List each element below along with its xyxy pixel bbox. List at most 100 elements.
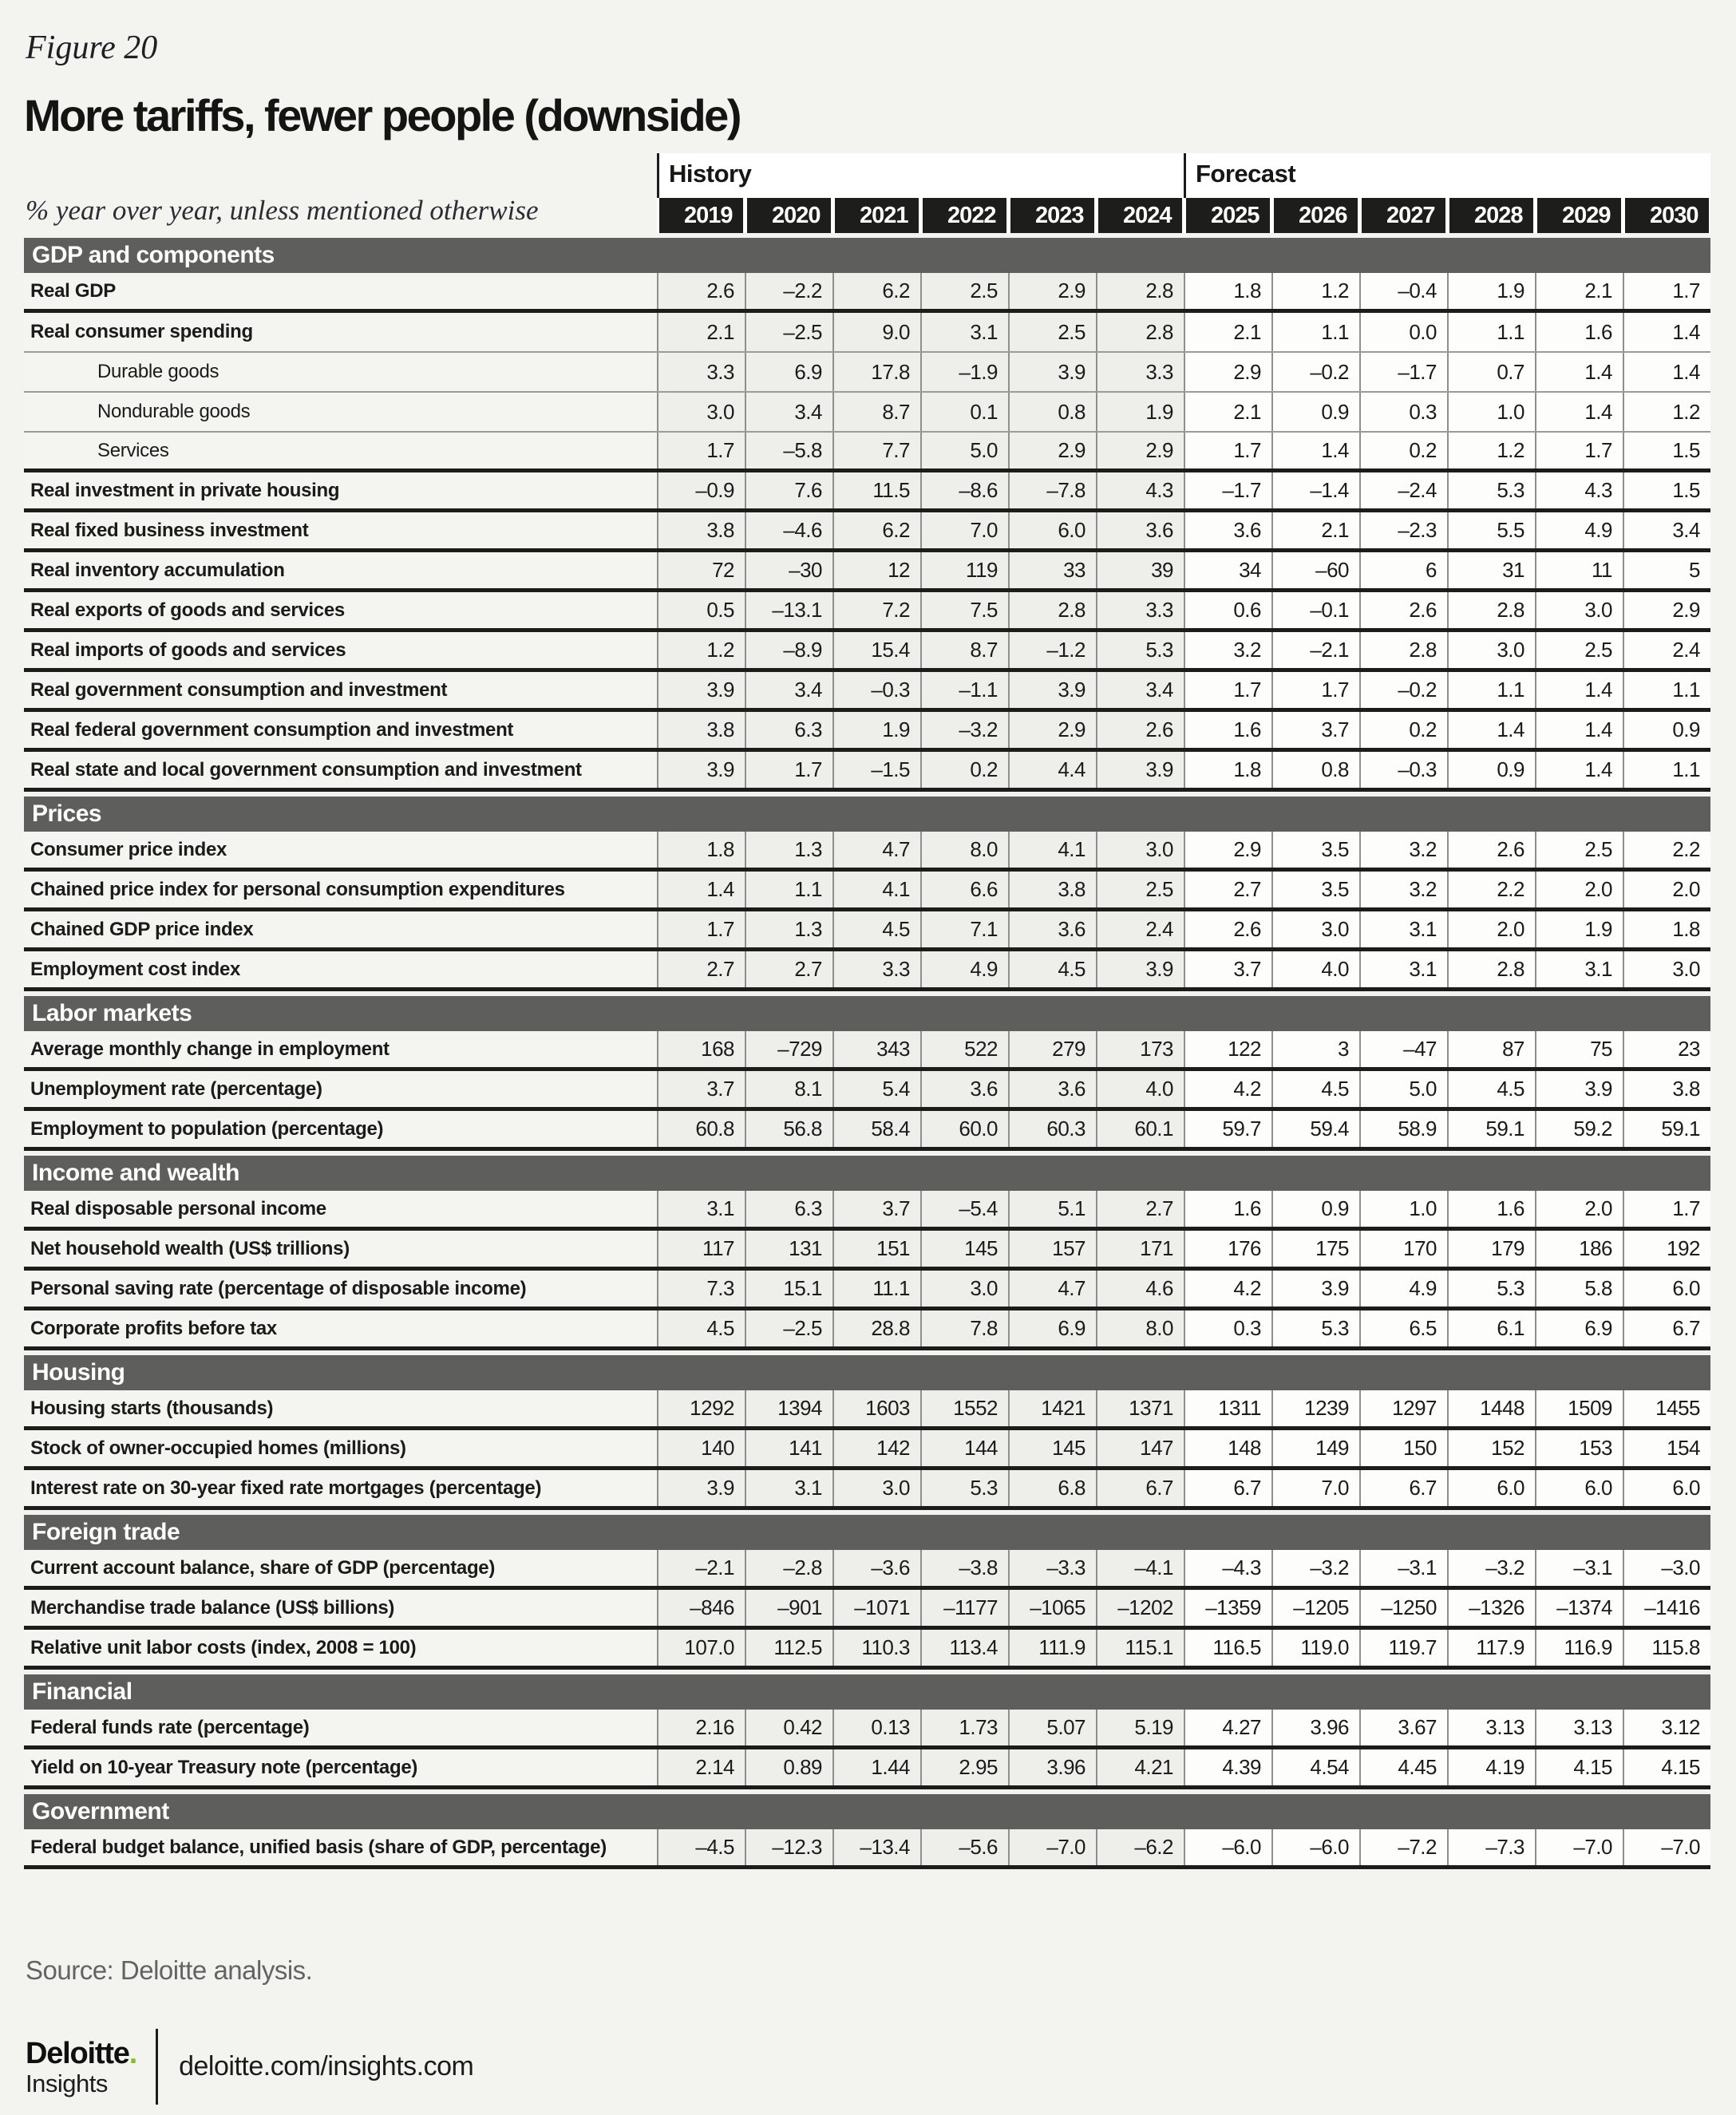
column-group-row: History Forecast (657, 153, 1710, 198)
value-cell: 1.1 (1623, 672, 1710, 708)
value-cell: 1.9 (832, 712, 920, 748)
value-cell: 0.3 (1184, 1311, 1271, 1346)
value-cell: 3.0 (832, 1470, 920, 1506)
value-cell: 4.5 (832, 911, 920, 947)
value-cell: 6.2 (832, 512, 920, 548)
value-cell: –4.5 (657, 1829, 745, 1865)
value-cell: 6.6 (920, 872, 1008, 907)
value-cell: 7.3 (657, 1271, 745, 1307)
section-header: Housing (24, 1355, 1710, 1390)
value-cell: 0.0 (1359, 313, 1447, 351)
value-cell: 5.3 (1271, 1311, 1359, 1346)
value-cell: 4.39 (1184, 1749, 1271, 1785)
value-cell: 4.15 (1623, 1749, 1710, 1785)
value-cell: 5.8 (1535, 1271, 1623, 1307)
value-cell: 2.5 (1535, 632, 1623, 668)
value-cell: 2.0 (1535, 872, 1623, 907)
year-header-cell: 2020 (745, 198, 832, 233)
value-cell: 39 (1096, 552, 1184, 588)
value-cell: 5.0 (1359, 1071, 1447, 1107)
row-label: Stock of owner-occupied homes (millions) (30, 1437, 406, 1459)
value-cell: 3.7 (832, 1191, 920, 1227)
value-cell: 522 (920, 1031, 1008, 1067)
value-cell: 59.2 (1535, 1111, 1623, 1147)
value-cell: 1239 (1271, 1390, 1359, 1426)
value-cell: 1509 (1535, 1390, 1623, 1426)
value-cell: 4.27 (1184, 1710, 1271, 1745)
value-cell: 6.3 (745, 712, 832, 748)
year-label: 2026 (1273, 198, 1358, 233)
value-cell: 6.0 (1447, 1470, 1535, 1506)
value-cell: 2.16 (657, 1710, 745, 1745)
value-cell: –0.4 (1359, 273, 1447, 309)
value-cell: –1065 (1008, 1590, 1096, 1626)
insights-link[interactable]: deloitte.com/insights.com (179, 2051, 474, 2081)
figure-label: Figure 20 (26, 30, 158, 66)
value-cell: 23 (1623, 1031, 1710, 1067)
value-cell: –13.1 (745, 592, 832, 628)
value-cell: –1177 (920, 1590, 1008, 1626)
value-cell: 2.8 (1008, 592, 1096, 628)
value-cell: 1.8 (657, 832, 745, 868)
value-cell: 5.19 (1096, 1710, 1184, 1745)
value-cell: 2.0 (1623, 872, 1710, 907)
year-header-cell: 2025 (1184, 198, 1271, 233)
value-cell: 7.0 (920, 512, 1008, 548)
value-cell: –2.4 (1359, 472, 1447, 508)
value-cell: 1.73 (920, 1710, 1008, 1745)
table-row: Real fixed business investment 3.8 –4.6 6.2… (24, 512, 1710, 552)
value-cell: –3.1 (1359, 1550, 1447, 1586)
value-cell: 6.7 (1184, 1470, 1271, 1506)
value-cell: 6.9 (1008, 1311, 1096, 1346)
value-cell: 4.9 (1535, 512, 1623, 548)
value-cell: 157 (1008, 1231, 1096, 1267)
row-label: Corporate profits before tax (30, 1317, 277, 1339)
value-cell: 3.12 (1623, 1710, 1710, 1745)
footer-divider (156, 2029, 159, 2105)
value-cell: 2.9 (1008, 273, 1096, 309)
year-header-cell: 2019 (657, 198, 745, 233)
value-cell: 0.42 (745, 1710, 832, 1745)
value-cell: 1.5 (1623, 433, 1710, 468)
value-cell: 1.1 (1447, 672, 1535, 708)
value-cell: 1.5 (1623, 472, 1710, 508)
value-cell: 3.6 (1096, 512, 1184, 548)
value-cell: 3.2 (1184, 632, 1271, 668)
data-table: GDP and components Real GDP 2.6 –2.2 6.2 2.5 2… (24, 238, 1710, 1869)
value-cell: –0.2 (1271, 353, 1359, 391)
section-header: GDP and components (24, 238, 1710, 273)
value-cell: 3.0 (1271, 911, 1359, 947)
value-cell: 5 (1623, 552, 1710, 588)
value-cell: 2.0 (1447, 911, 1535, 947)
value-cell: 3.6 (1008, 911, 1096, 947)
value-cell: 6.7 (1623, 1311, 1710, 1346)
value-cell: 2.6 (1184, 911, 1271, 947)
value-cell: –6.0 (1271, 1829, 1359, 1865)
value-cell: –7.8 (1008, 472, 1096, 508)
value-cell: 5.3 (920, 1470, 1008, 1506)
value-cell: 3.9 (1535, 1071, 1623, 1107)
value-cell: –8.6 (920, 472, 1008, 508)
value-cell: –0.1 (1271, 592, 1359, 628)
value-cell: 5.0 (920, 433, 1008, 468)
value-cell: –6.0 (1184, 1829, 1271, 1865)
value-cell: 1394 (745, 1390, 832, 1426)
value-cell: 115.8 (1623, 1630, 1710, 1666)
table-row: Chained price index for personal consump… (24, 872, 1710, 911)
column-headers: History Forecast 2019 2020 2021 2022 2023 202… (657, 153, 1710, 233)
value-cell: 3.7 (1271, 712, 1359, 748)
value-cell: –2.3 (1359, 512, 1447, 548)
value-cell: –3.1 (1535, 1550, 1623, 1586)
value-cell: 1.6 (1184, 712, 1271, 748)
brand-subname: Insights (26, 2069, 108, 2097)
value-cell: 3.6 (1008, 1071, 1096, 1107)
value-cell: –12.3 (745, 1829, 832, 1865)
value-cell: –3.2 (1447, 1550, 1535, 1586)
value-cell: –1250 (1359, 1590, 1447, 1626)
value-cell: 1.7 (1623, 1191, 1710, 1227)
row-label: Real investment in private housing (30, 479, 340, 501)
value-cell: 154 (1623, 1430, 1710, 1466)
value-cell: 1.9 (1096, 393, 1184, 431)
table-row: Durable goods 3.3 6.9 17.8 –1.9 3.9 3.3 2.9 –0.2… (24, 353, 1710, 393)
